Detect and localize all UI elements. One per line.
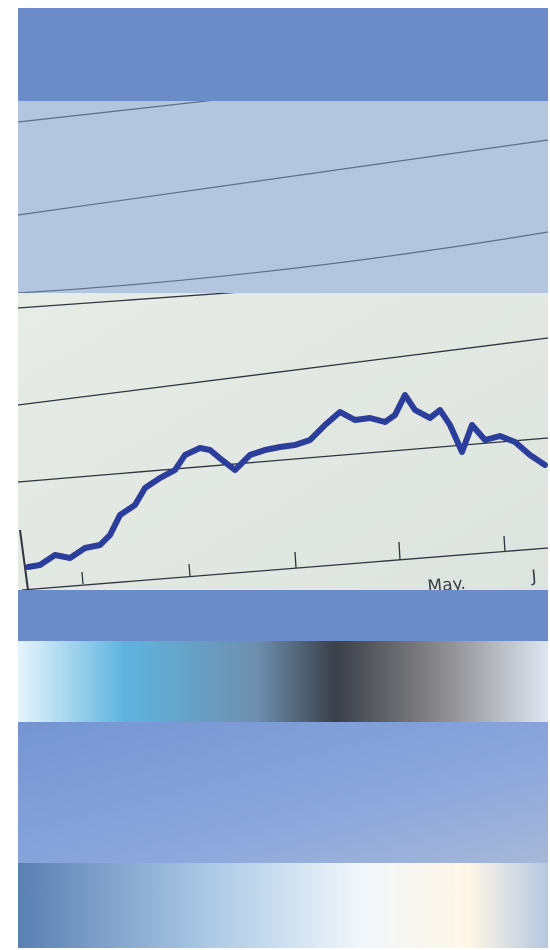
chart-photo: May. J — [18, 270, 548, 597]
streak-photo — [18, 641, 548, 722]
gradient-band — [18, 722, 548, 863]
page: {"photo_labels": {"month": "May.", "next… — [0, 0, 550, 950]
divider-band — [18, 590, 548, 641]
streak-photo — [18, 863, 548, 948]
collage: May. J — [0, 0, 550, 950]
header-band — [18, 8, 548, 101]
faded-photo — [18, 95, 548, 293]
